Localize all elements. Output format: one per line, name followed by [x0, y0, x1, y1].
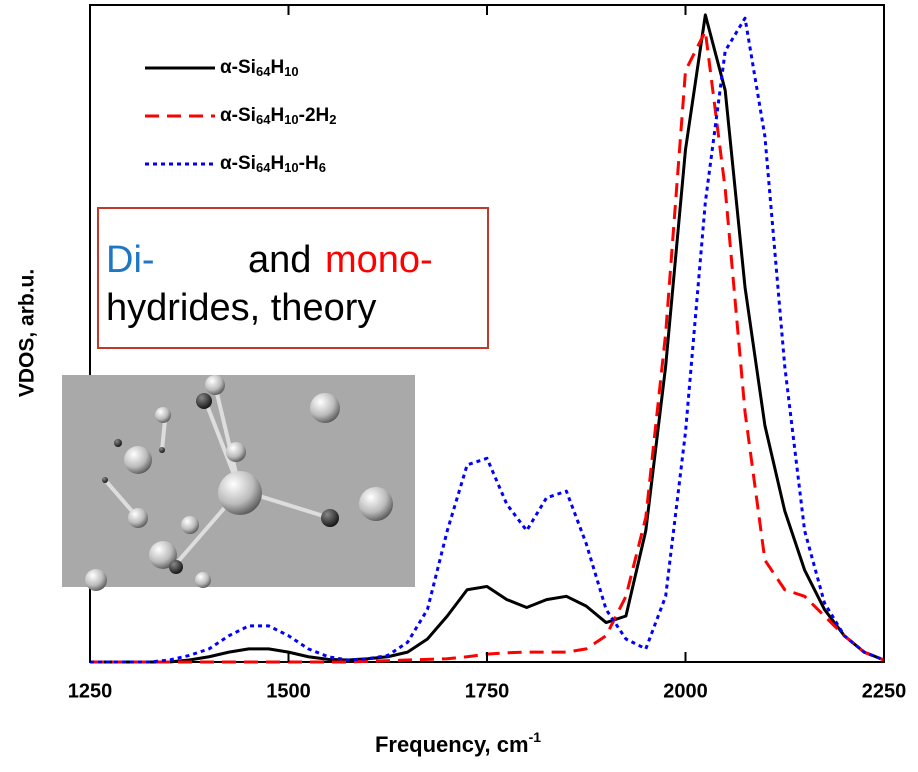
annotation-text: and — [248, 239, 311, 281]
y-axis-label: VDOS, arb.u. — [16, 269, 39, 397]
chart: Di- and mono- hydrides, theory Frequency… — [0, 0, 918, 772]
legend-label: α-Si64H10 — [220, 57, 299, 79]
x-axis-label: Frequency, cm-1 — [375, 729, 541, 757]
molecule-inset — [62, 375, 415, 591]
x-tick-label: 2000 — [663, 680, 708, 702]
legend-label: α-Si64H10-H6 — [220, 153, 326, 175]
x-tick-label: 1750 — [465, 680, 510, 702]
annotation-text: Di- — [106, 239, 155, 281]
x-tick-label: 1250 — [68, 680, 113, 702]
legend-label: α-Si64H10-2H2 — [220, 105, 337, 127]
annotation-box: Di- and mono- hydrides, theory — [98, 208, 488, 348]
x-tick-label: 1500 — [266, 680, 311, 702]
annotation-text: mono- — [325, 239, 433, 281]
annotation-text: hydrides, theory — [106, 287, 376, 329]
x-tick-label: 2250 — [862, 680, 907, 702]
